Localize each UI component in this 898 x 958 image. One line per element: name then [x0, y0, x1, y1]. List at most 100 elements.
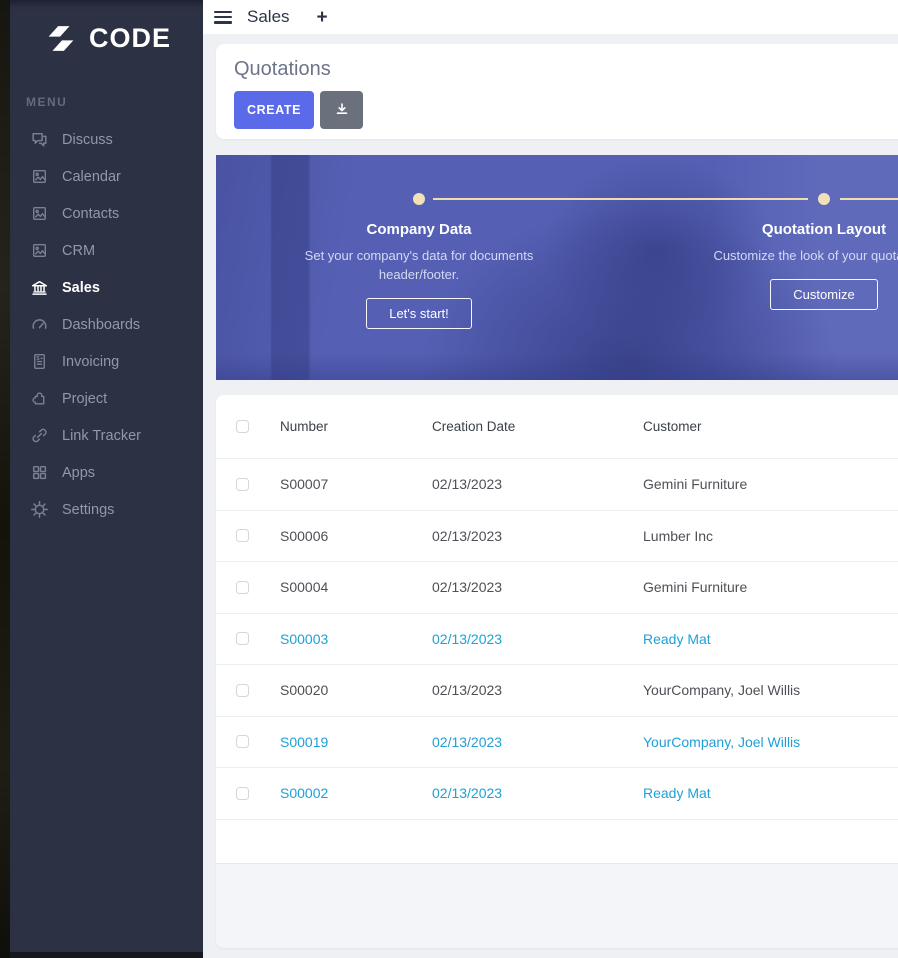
export-button[interactable]: [320, 91, 363, 129]
invoice-icon: $: [30, 352, 49, 371]
onboarding-step-dot[interactable]: [413, 193, 425, 205]
quotation-row[interactable]: S00004 02/13/2023 Gemini Furniture: [216, 562, 898, 614]
image-placeholder-icon: [30, 167, 49, 186]
create-button[interactable]: CREATE: [234, 91, 314, 129]
quotation-number: S00007: [280, 476, 329, 493]
sidebar-item-project[interactable]: Project: [10, 380, 203, 417]
onboarding-progress-line: [433, 198, 808, 200]
main-area: Sales + Quotations CREATE: [203, 0, 898, 958]
sidebar-item-dashboards[interactable]: Dashboards: [10, 306, 203, 343]
onboarding-step-dot[interactable]: [818, 193, 830, 205]
page-header-card: Quotations CREATE: [216, 44, 898, 139]
grid-icon: [30, 463, 49, 482]
lets-start-button[interactable]: Let's start!: [366, 297, 472, 329]
gear-icon: [30, 500, 49, 519]
onboarding-progress-line: [840, 198, 898, 200]
sidebar-item-discuss[interactable]: Discuss: [10, 121, 203, 158]
bank-icon: [30, 278, 49, 297]
quotation-number: S00002: [280, 785, 329, 802]
sidebar-item-label: Invoicing: [62, 353, 120, 370]
quotation-row[interactable]: S00007 02/13/2023 Gemini Furniture: [216, 459, 898, 511]
quotation-number: S00019: [280, 733, 329, 750]
onboarding-step-title: Quotation Layout: [761, 221, 887, 238]
quotation-date: 02/13/2023: [432, 733, 503, 750]
quotation-number: S00003: [280, 630, 329, 647]
sidebar-item-contacts[interactable]: Contacts: [10, 195, 203, 232]
hamburger-menu-icon[interactable]: [214, 10, 232, 24]
sidebar-item-settings[interactable]: Settings: [10, 491, 203, 528]
quotation-customer: Gemini Furniture: [643, 476, 748, 493]
page-background-edge: [0, 0, 10, 958]
quotation-date: 02/13/2023: [432, 527, 503, 544]
quotation-number: S00004: [280, 579, 329, 596]
download-icon: [334, 101, 350, 120]
quotation-date: 02/13/2023: [432, 630, 503, 647]
sidebar-item-label: Dashboards: [62, 316, 141, 333]
select-all-checkbox[interactable]: [236, 420, 249, 433]
quotation-customer: YourCompany, Joel Willis: [643, 682, 801, 699]
column-header-number[interactable]: Number: [280, 419, 329, 434]
topbar-title: Sales: [247, 7, 290, 26]
sidebar-nav: Discuss Calendar Contact: [10, 121, 203, 528]
sidebar-item-label: Sales: [62, 279, 100, 296]
quotation-date: 02/13/2023: [432, 785, 503, 802]
svg-text:$: $: [36, 356, 40, 362]
brand-logo-text: CODE: [88, 22, 171, 53]
row-checkbox[interactable]: [236, 529, 249, 543]
row-checkbox[interactable]: [236, 735, 249, 749]
customize-button[interactable]: Customize: [770, 278, 878, 310]
column-header-customer[interactable]: Customer: [643, 419, 702, 434]
quotation-customer: Ready Mat: [643, 785, 711, 802]
brand-logo[interactable]: CODE: [10, 17, 203, 59]
quotation-row[interactable]: S00019 02/13/2023 YourCompany, Joel Will…: [216, 717, 898, 768]
row-checkbox[interactable]: [236, 683, 249, 697]
quotation-row[interactable]: S00002 02/13/2023 Ready Mat: [216, 768, 898, 820]
sidebar-item-calendar[interactable]: Calendar: [10, 158, 203, 195]
quotation-date: 02/13/2023: [432, 682, 503, 699]
row-checkbox[interactable]: [236, 632, 249, 646]
brand-logo-icon: [42, 24, 80, 53]
topbar: Sales +: [203, 0, 898, 34]
link-icon: [30, 426, 49, 445]
sidebar: CODE MENU Discuss Calendar: [10, 0, 203, 952]
quotation-row[interactable]: S00006 02/13/2023 Lumber Inc: [216, 511, 898, 562]
quotation-date: 02/13/2023: [432, 476, 503, 493]
quotations-table: Number Creation Date Customer S00007 02/…: [216, 395, 898, 948]
sidebar-item-label: Apps: [62, 464, 96, 481]
sidebar-item-label: Discuss: [62, 131, 113, 148]
sidebar-item-crm[interactable]: CRM: [10, 232, 203, 269]
onboarding-step-quotation-layout: Quotation Layout Customize the look of y…: [704, 221, 898, 310]
row-checkbox[interactable]: [236, 580, 249, 594]
row-checkbox[interactable]: [236, 477, 249, 491]
table-footer-area: [216, 863, 898, 948]
column-header-creation-date[interactable]: Creation Date: [432, 419, 516, 434]
quotation-customer: Lumber Inc: [643, 527, 714, 544]
chat-icon: [30, 130, 49, 149]
table-header-row: Number Creation Date Customer: [216, 395, 898, 459]
quotation-customer: Ready Mat: [643, 630, 711, 647]
quotation-row[interactable]: S00003 02/13/2023 Ready Mat: [216, 614, 898, 665]
onboarding-banner: Company Data Set your company's data for…: [216, 155, 898, 380]
menu-section-label: MENU: [26, 95, 68, 109]
add-tab-button[interactable]: +: [316, 6, 328, 28]
puzzle-icon: [30, 389, 49, 408]
row-checkbox[interactable]: [236, 786, 249, 800]
image-placeholder-icon: [30, 241, 49, 260]
sidebar-item-label: Contacts: [62, 205, 120, 222]
quotation-customer: YourCompany, Joel Willis: [643, 733, 801, 750]
table-empty-row: [216, 820, 898, 864]
quotation-customer: Gemini Furniture: [643, 579, 748, 596]
quotation-row[interactable]: S00020 02/13/2023 YourCompany, Joel Will…: [216, 665, 898, 717]
sidebar-item-invoicing[interactable]: $ Invoicing: [10, 343, 203, 380]
sidebar-item-sales[interactable]: Sales: [10, 269, 203, 306]
sidebar-item-link-tracker[interactable]: Link Tracker: [10, 417, 203, 454]
quotation-number: S00020: [280, 682, 329, 699]
gauge-icon: [30, 315, 49, 334]
onboarding-step-subtitle: Customize the look of your quotations.: [713, 248, 898, 263]
quotation-number: S00006: [280, 527, 329, 544]
sidebar-item-apps[interactable]: Apps: [10, 454, 203, 491]
sidebar-item-label: Link Tracker: [62, 427, 141, 444]
image-placeholder-icon: [30, 204, 49, 223]
sidebar-item-label: Project: [62, 390, 108, 407]
